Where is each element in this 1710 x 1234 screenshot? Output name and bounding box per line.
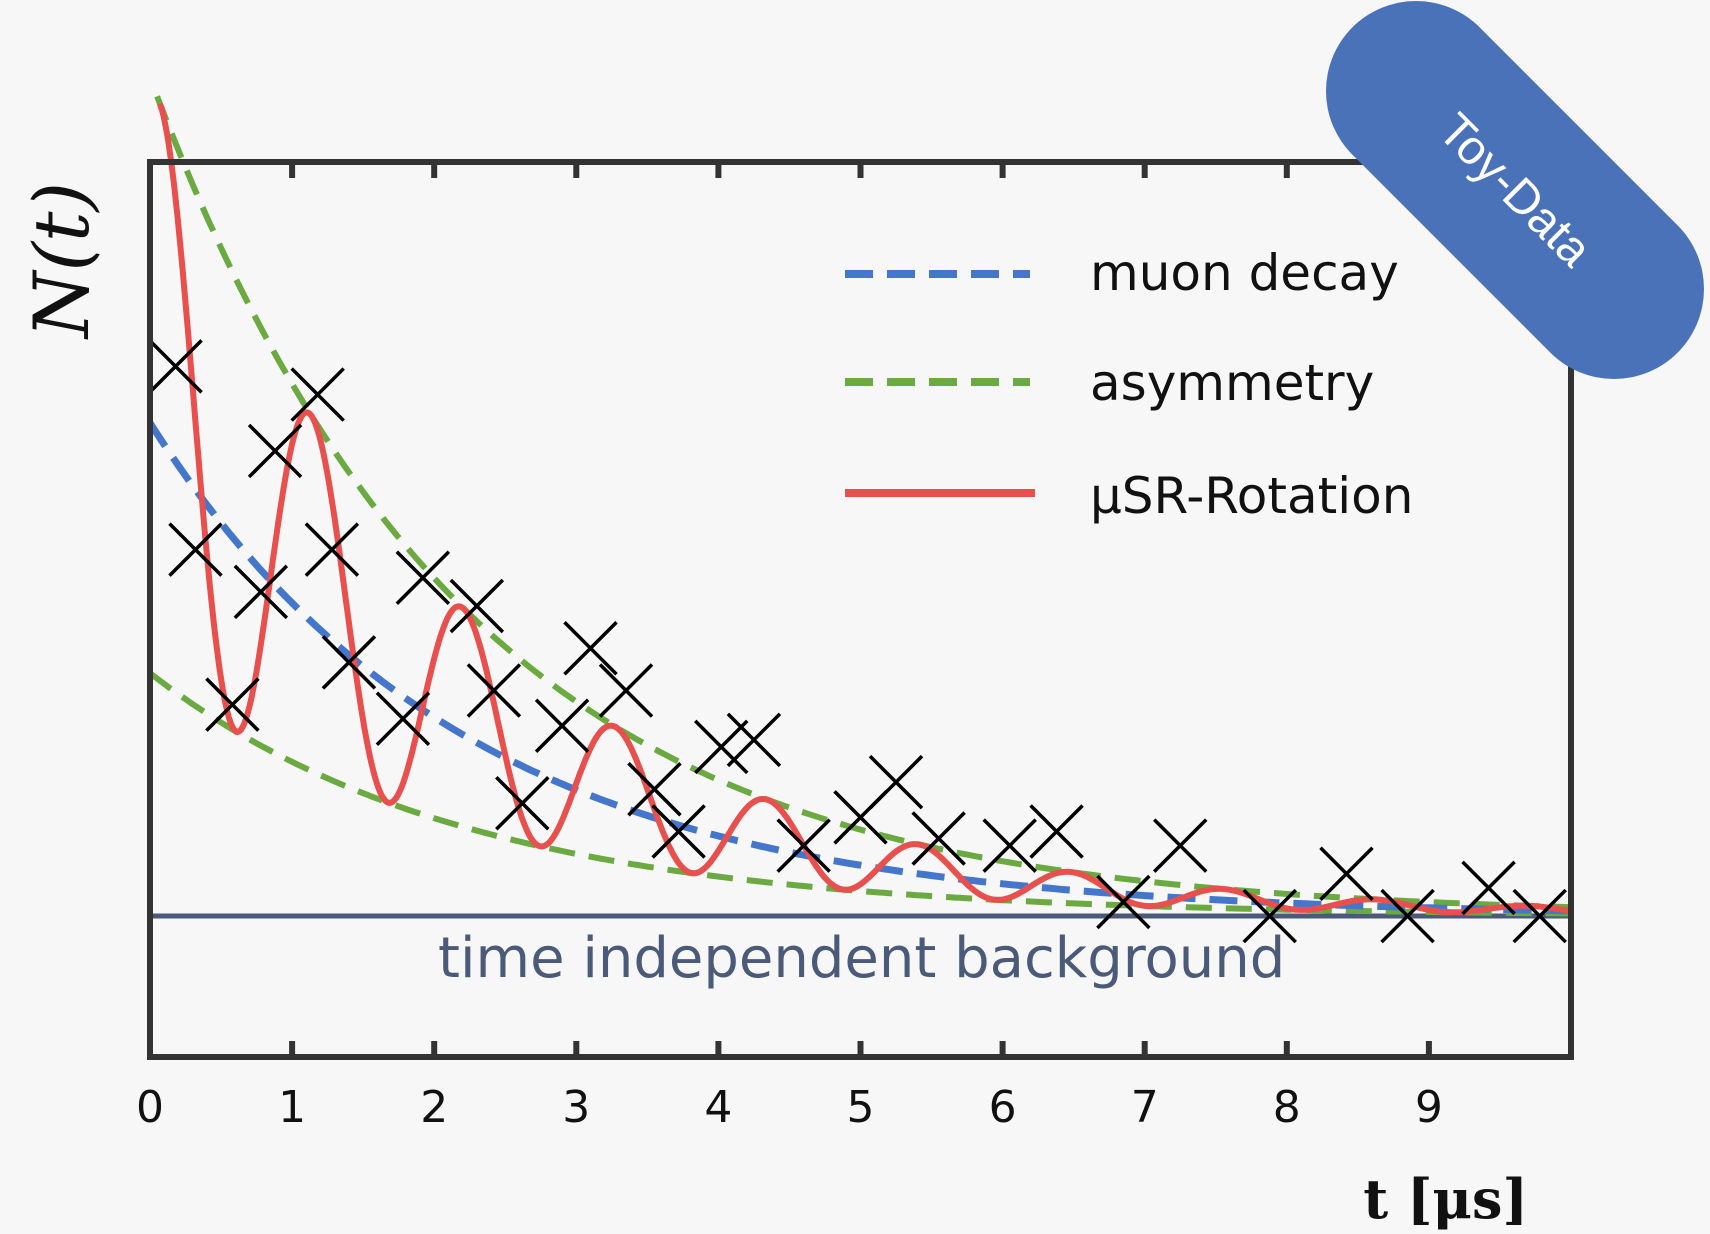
- data-point: [1319, 846, 1374, 902]
- data-point-stroke: [290, 367, 345, 422]
- data-point-stroke: [1461, 860, 1516, 916]
- data-point: [395, 550, 451, 606]
- data-point-stroke: [449, 578, 505, 634]
- data-point: [1242, 888, 1297, 944]
- data-point: [168, 522, 223, 577]
- data-point-stroke: [1029, 804, 1084, 859]
- data-point: [694, 719, 749, 775]
- data-point: [776, 818, 831, 873]
- data-point-stroke: [375, 691, 431, 746]
- legend-label-asymmetry: asymmetry: [1090, 354, 1374, 412]
- toy-data-badge: Toy-Data: [1326, 1, 1704, 379]
- plot-area: [147, 95, 1572, 944]
- data-point: [1096, 874, 1151, 930]
- x-axis-label: t [μs]: [1363, 1167, 1528, 1231]
- x-tick-label: 1: [278, 1082, 306, 1133]
- x-ticks: 0 1 2 3 4 5 6 7 8 9: [136, 162, 1443, 1133]
- data-point: [1029, 804, 1084, 859]
- data-point-stroke: [911, 811, 966, 866]
- data-point: [247, 423, 303, 479]
- data-point-stroke: [495, 776, 550, 831]
- data-point: [290, 367, 345, 422]
- x-tick-label: 4: [704, 1082, 732, 1133]
- x-tick-label: 0: [136, 1082, 164, 1133]
- data-point: [726, 712, 782, 768]
- data-point-stroke: [598, 663, 654, 718]
- data-point-stroke: [233, 564, 289, 620]
- data-point: [563, 621, 618, 676]
- x-tick-label: 3: [562, 1082, 590, 1133]
- data-point: [148, 339, 203, 394]
- data-point: [233, 564, 289, 620]
- data-point: [1152, 818, 1208, 873]
- data-point-stroke: [304, 522, 360, 577]
- background-label: time independent background: [438, 926, 1285, 991]
- badge-shape: [1326, 1, 1704, 379]
- series-muon-decay: [147, 420, 1572, 915]
- data-point: [375, 691, 431, 746]
- data-point-stroke: [1152, 818, 1208, 873]
- data-point: [868, 754, 924, 810]
- data-point-stroke: [982, 818, 1037, 873]
- x-tick-label: 2: [420, 1082, 448, 1133]
- data-point: [534, 698, 590, 754]
- data-point-stroke: [466, 663, 522, 718]
- data-point: [466, 663, 522, 718]
- data-point-stroke: [563, 621, 618, 676]
- data-point: [1512, 888, 1567, 944]
- x-tick-label: 7: [1131, 1082, 1159, 1133]
- data-point-stroke: [1380, 888, 1435, 944]
- x-tick-label: 9: [1415, 1082, 1443, 1133]
- data-point: [205, 677, 260, 732]
- data-point: [911, 811, 966, 866]
- data-point: [651, 804, 706, 859]
- data-point-stroke: [651, 804, 706, 859]
- data-point-stroke: [148, 339, 203, 394]
- data-point-stroke: [534, 698, 590, 754]
- data-point-stroke: [205, 677, 260, 732]
- data-point: [1461, 860, 1516, 916]
- data-point-stroke: [1096, 874, 1151, 930]
- data-point-stroke: [395, 550, 451, 606]
- data-point-stroke: [694, 719, 749, 775]
- y-axis-label: N(t): [17, 182, 106, 340]
- data-point: [627, 761, 682, 817]
- data-point-stroke: [1242, 888, 1297, 944]
- x-tick-label: 8: [1273, 1082, 1301, 1133]
- series-usr-rotation: [157, 102, 1572, 916]
- data-point: [1380, 888, 1435, 944]
- x-tick-label: 5: [847, 1082, 875, 1133]
- data-point: [321, 635, 377, 690]
- data-point: [495, 776, 550, 831]
- legend: muon decay asymmetry μSR-Rotation: [845, 244, 1413, 525]
- legend-label-rotation: μSR-Rotation: [1090, 467, 1413, 525]
- data-point: [982, 818, 1037, 873]
- data-point-stroke: [627, 761, 682, 817]
- legend-label-muon-decay: muon decay: [1090, 244, 1399, 302]
- x-tick-label: 6: [989, 1082, 1017, 1133]
- data-point-stroke: [726, 712, 782, 768]
- data-point-stroke: [1512, 888, 1567, 944]
- data-point-stroke: [1319, 846, 1374, 902]
- data-point-stroke: [247, 423, 303, 479]
- data-point-stroke: [321, 635, 377, 690]
- data-point-stroke: [168, 522, 223, 577]
- data-point: [304, 522, 360, 577]
- data-point: [449, 578, 505, 634]
- data-point-stroke: [868, 754, 924, 810]
- series-asymmetry-upper: [154, 95, 1572, 911]
- data-point: [598, 663, 654, 718]
- data-point-stroke: [776, 818, 831, 873]
